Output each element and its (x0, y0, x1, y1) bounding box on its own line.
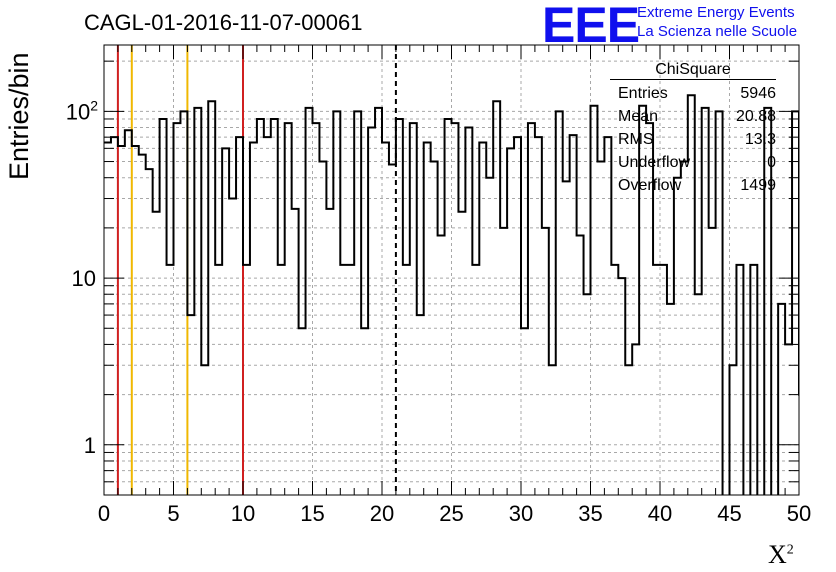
x-tick-label: 25 (439, 501, 463, 526)
x-tick-label: 10 (231, 501, 255, 526)
x-tick-label: 35 (578, 501, 602, 526)
x-axis-label: X2 (768, 540, 794, 569)
x-tick-label: 30 (509, 501, 533, 526)
stats-row-overflow: Overflow 1499 (618, 177, 776, 194)
histogram-step-line (104, 94, 799, 495)
stats-box: ChiSquare Entries 5946 Mean 20.88 RMS 13.3 … (610, 61, 776, 197)
histogram-bars (104, 94, 799, 495)
y-tick-label: 102 (66, 97, 98, 124)
stats-row-mean: Mean 20.88 (618, 108, 776, 125)
eee-logo: EEE (542, 0, 640, 53)
y-axis-label: Entries/bin (4, 52, 34, 180)
stats-row-underflow: Underflow 0 (618, 154, 776, 171)
y-tick-label: 10 (72, 266, 96, 291)
chart-title: CAGL-01-2016-11-07-00061 (84, 10, 363, 35)
y-tick-label: 1 (84, 433, 96, 458)
stats-row-rms: RMS 13.3 (618, 131, 776, 148)
x-tick-label: 50 (787, 501, 811, 526)
x-tick-label: 0 (98, 501, 110, 526)
x-tick-label: 40 (648, 501, 672, 526)
x-tick-label: 15 (300, 501, 324, 526)
x-tick-label: 45 (717, 501, 741, 526)
stats-title: ChiSquare (610, 61, 776, 80)
stats-row-entries: Entries 5946 (618, 85, 776, 102)
logo-subtitle-1: Extreme Energy Events (637, 4, 795, 21)
x-tick-label: 5 (167, 501, 179, 526)
x-tick-label: 20 (370, 501, 394, 526)
logo-subtitle-2: La Scienza nelle Scuole (637, 23, 798, 40)
